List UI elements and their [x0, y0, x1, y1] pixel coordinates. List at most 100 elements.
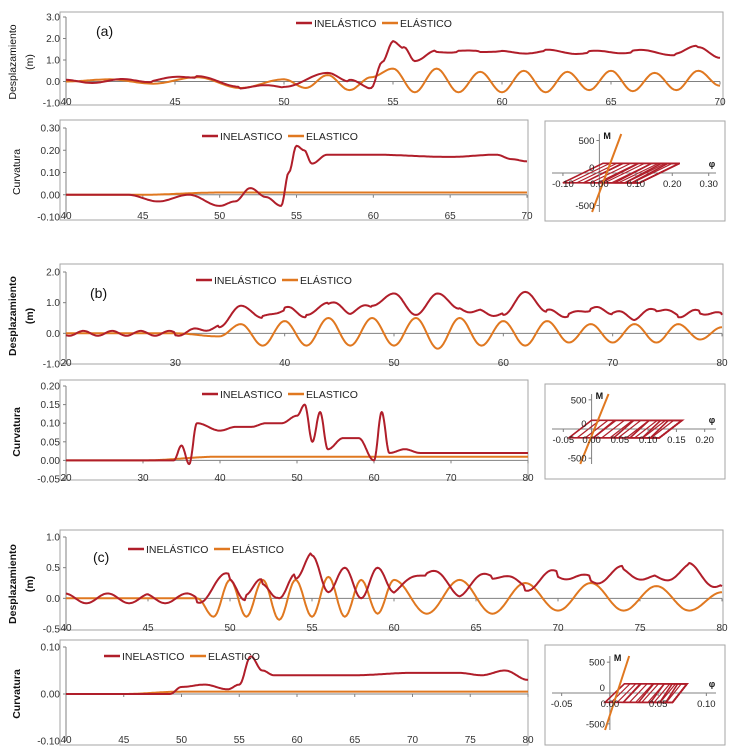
x-tick-label: 55 — [291, 211, 303, 222]
y-axis-title: M — [596, 391, 604, 401]
y-tick-label: 1.0 — [46, 298, 60, 309]
panel-b-curv: 0.20 0.15 0.10 0.05 0.00 -0.05 20 30 40 50 60 70 80 I… — [11, 379, 534, 486]
hysteresis-branch — [665, 683, 682, 703]
x-tick-label: 20 — [60, 358, 72, 369]
y-axis-unit: (m) — [24, 576, 36, 592]
hysteresis-branch — [569, 162, 611, 184]
y-tick-label: 0.10 — [41, 643, 61, 654]
legend-label-inelastic: INELÁSTICO — [214, 274, 276, 287]
hysteresis-branch — [590, 162, 632, 184]
x-tick-label: 0.10 — [627, 179, 646, 190]
x-tick-label: 70 — [552, 623, 564, 634]
x-tick-label: 60 — [368, 211, 380, 222]
x-tick-label: 40 — [279, 358, 291, 369]
hysteresis-branch — [659, 419, 683, 439]
y-axis-unit: (m) — [24, 54, 36, 70]
panel-frame — [59, 11, 724, 106]
x-tick-label: 50 — [214, 211, 226, 222]
hysteresis-branch — [634, 419, 658, 439]
y-tick-label: 0.00 — [41, 456, 61, 467]
x-tick-label: 40 — [60, 623, 72, 634]
y-tick-label: -1.0 — [43, 360, 61, 371]
x-tick-label: 55 — [387, 97, 399, 108]
x-tick-label: 0.15 — [667, 435, 686, 446]
legend-label-inelastic: INELASTICO — [220, 131, 282, 143]
y-tick-label: -500 — [575, 201, 594, 212]
hysteresis-branch — [647, 683, 665, 703]
hysteresis-branch — [609, 419, 634, 439]
legend-label-elastic: ELASTICO — [306, 131, 358, 143]
y-tick-label: 0.15 — [41, 400, 61, 411]
x-tick-label: 45 — [169, 97, 181, 108]
panel-a-curv: 0.30 0.20 0.10 0.00 -0.10 40 45 50 55 60 65 70 INELA… — [11, 119, 533, 224]
panel-frame — [59, 263, 724, 365]
y-tick-label: 1.0 — [46, 56, 60, 67]
x-tick-label: -0.05 — [551, 699, 573, 710]
x-tick-label: 75 — [634, 623, 646, 634]
series-line-inelastico — [66, 144, 528, 207]
legend-label-elastic: ELÁSTICO — [300, 274, 352, 287]
x-tick-label: 70 — [521, 211, 533, 222]
y-tick-label: 0.30 — [41, 124, 61, 135]
hysteresis-branch — [650, 419, 675, 439]
x-tick-label: 0.05 — [649, 699, 668, 710]
y-tick-label: 500 — [589, 658, 605, 669]
y-tick-label: 0.20 — [41, 382, 61, 393]
x-tick-label: 0.00 — [601, 699, 620, 710]
hysteresis-branch — [568, 419, 592, 439]
x-tick-label: 70 — [407, 735, 419, 746]
y-tick-label: 2.0 — [46, 268, 60, 279]
x-tick-label: 80 — [716, 358, 728, 369]
x-tick-label: 0.10 — [697, 699, 716, 710]
x-tick-label: 80 — [716, 623, 728, 634]
legend-label-inelastic: INELÁSTICO — [314, 17, 376, 30]
x-tick-label: 65 — [605, 97, 617, 108]
x-axis-title: φ — [709, 415, 716, 425]
y-tick-label: -500 — [586, 719, 605, 730]
legend-label-elastic: ELASTICO — [208, 651, 260, 663]
x-tick-label: 65 — [445, 211, 457, 222]
x-tick-label: 30 — [137, 473, 149, 484]
x-tick-label: 50 — [388, 358, 400, 369]
hysteresis-branch — [659, 683, 677, 703]
panel-c-disp: 1.0 0.5 0.0 -0.5 40 45 50 55 60 65 70 75 80 INELÁSTIC… — [7, 529, 728, 636]
series-line-elástico — [66, 67, 721, 94]
x-tick-label: 70 — [445, 473, 457, 484]
hysteresis-branch — [583, 162, 625, 184]
y-tick-label: 500 — [571, 395, 587, 406]
hysteresis-branch — [617, 419, 642, 439]
y-tick-label: -0.10 — [37, 737, 60, 748]
hysteresis-branch — [635, 683, 654, 703]
hysteresis-branch — [585, 419, 609, 439]
x-tick-label: 80 — [522, 735, 534, 746]
x-tick-label: 0.20 — [695, 435, 714, 446]
y-tick-label: 0.00 — [41, 690, 61, 701]
y-tick-label: 500 — [579, 136, 595, 147]
y-tick-label: 0.10 — [41, 419, 61, 430]
y-tick-label: 0.0 — [46, 594, 60, 605]
series-line-inelástico — [65, 552, 723, 605]
elastic-stiffness-line — [604, 655, 631, 731]
hysteresis-branch — [639, 162, 680, 184]
hysteresis-branch — [623, 683, 642, 703]
y-axis-unit: (m) — [24, 308, 36, 324]
y-tick-label: 0.00 — [41, 190, 61, 201]
x-tick-label: 0.20 — [663, 179, 682, 190]
y-tick-label: 0 — [581, 419, 586, 430]
y-axis-title: Curvatura — [11, 149, 23, 195]
x-tick-label: 50 — [224, 623, 236, 634]
x-tick-label: 40 — [60, 735, 72, 746]
legend-label-elastic: ELASTICO — [306, 389, 358, 401]
series-line-inelástico — [65, 40, 721, 90]
elastic-stiffness-line — [579, 393, 610, 465]
y-axis-title: Desplazamiento — [7, 24, 19, 99]
x-tick-label: -0.05 — [552, 435, 574, 446]
y-tick-label: 0 — [589, 163, 594, 174]
hysteresis-branch — [593, 419, 617, 439]
panel-tag: (a) — [96, 23, 113, 39]
hysteresis-branch — [618, 162, 659, 184]
series-line-inelastico — [65, 403, 529, 466]
series-line-inelastico — [66, 655, 529, 695]
hysteresis-frame — [544, 383, 726, 480]
